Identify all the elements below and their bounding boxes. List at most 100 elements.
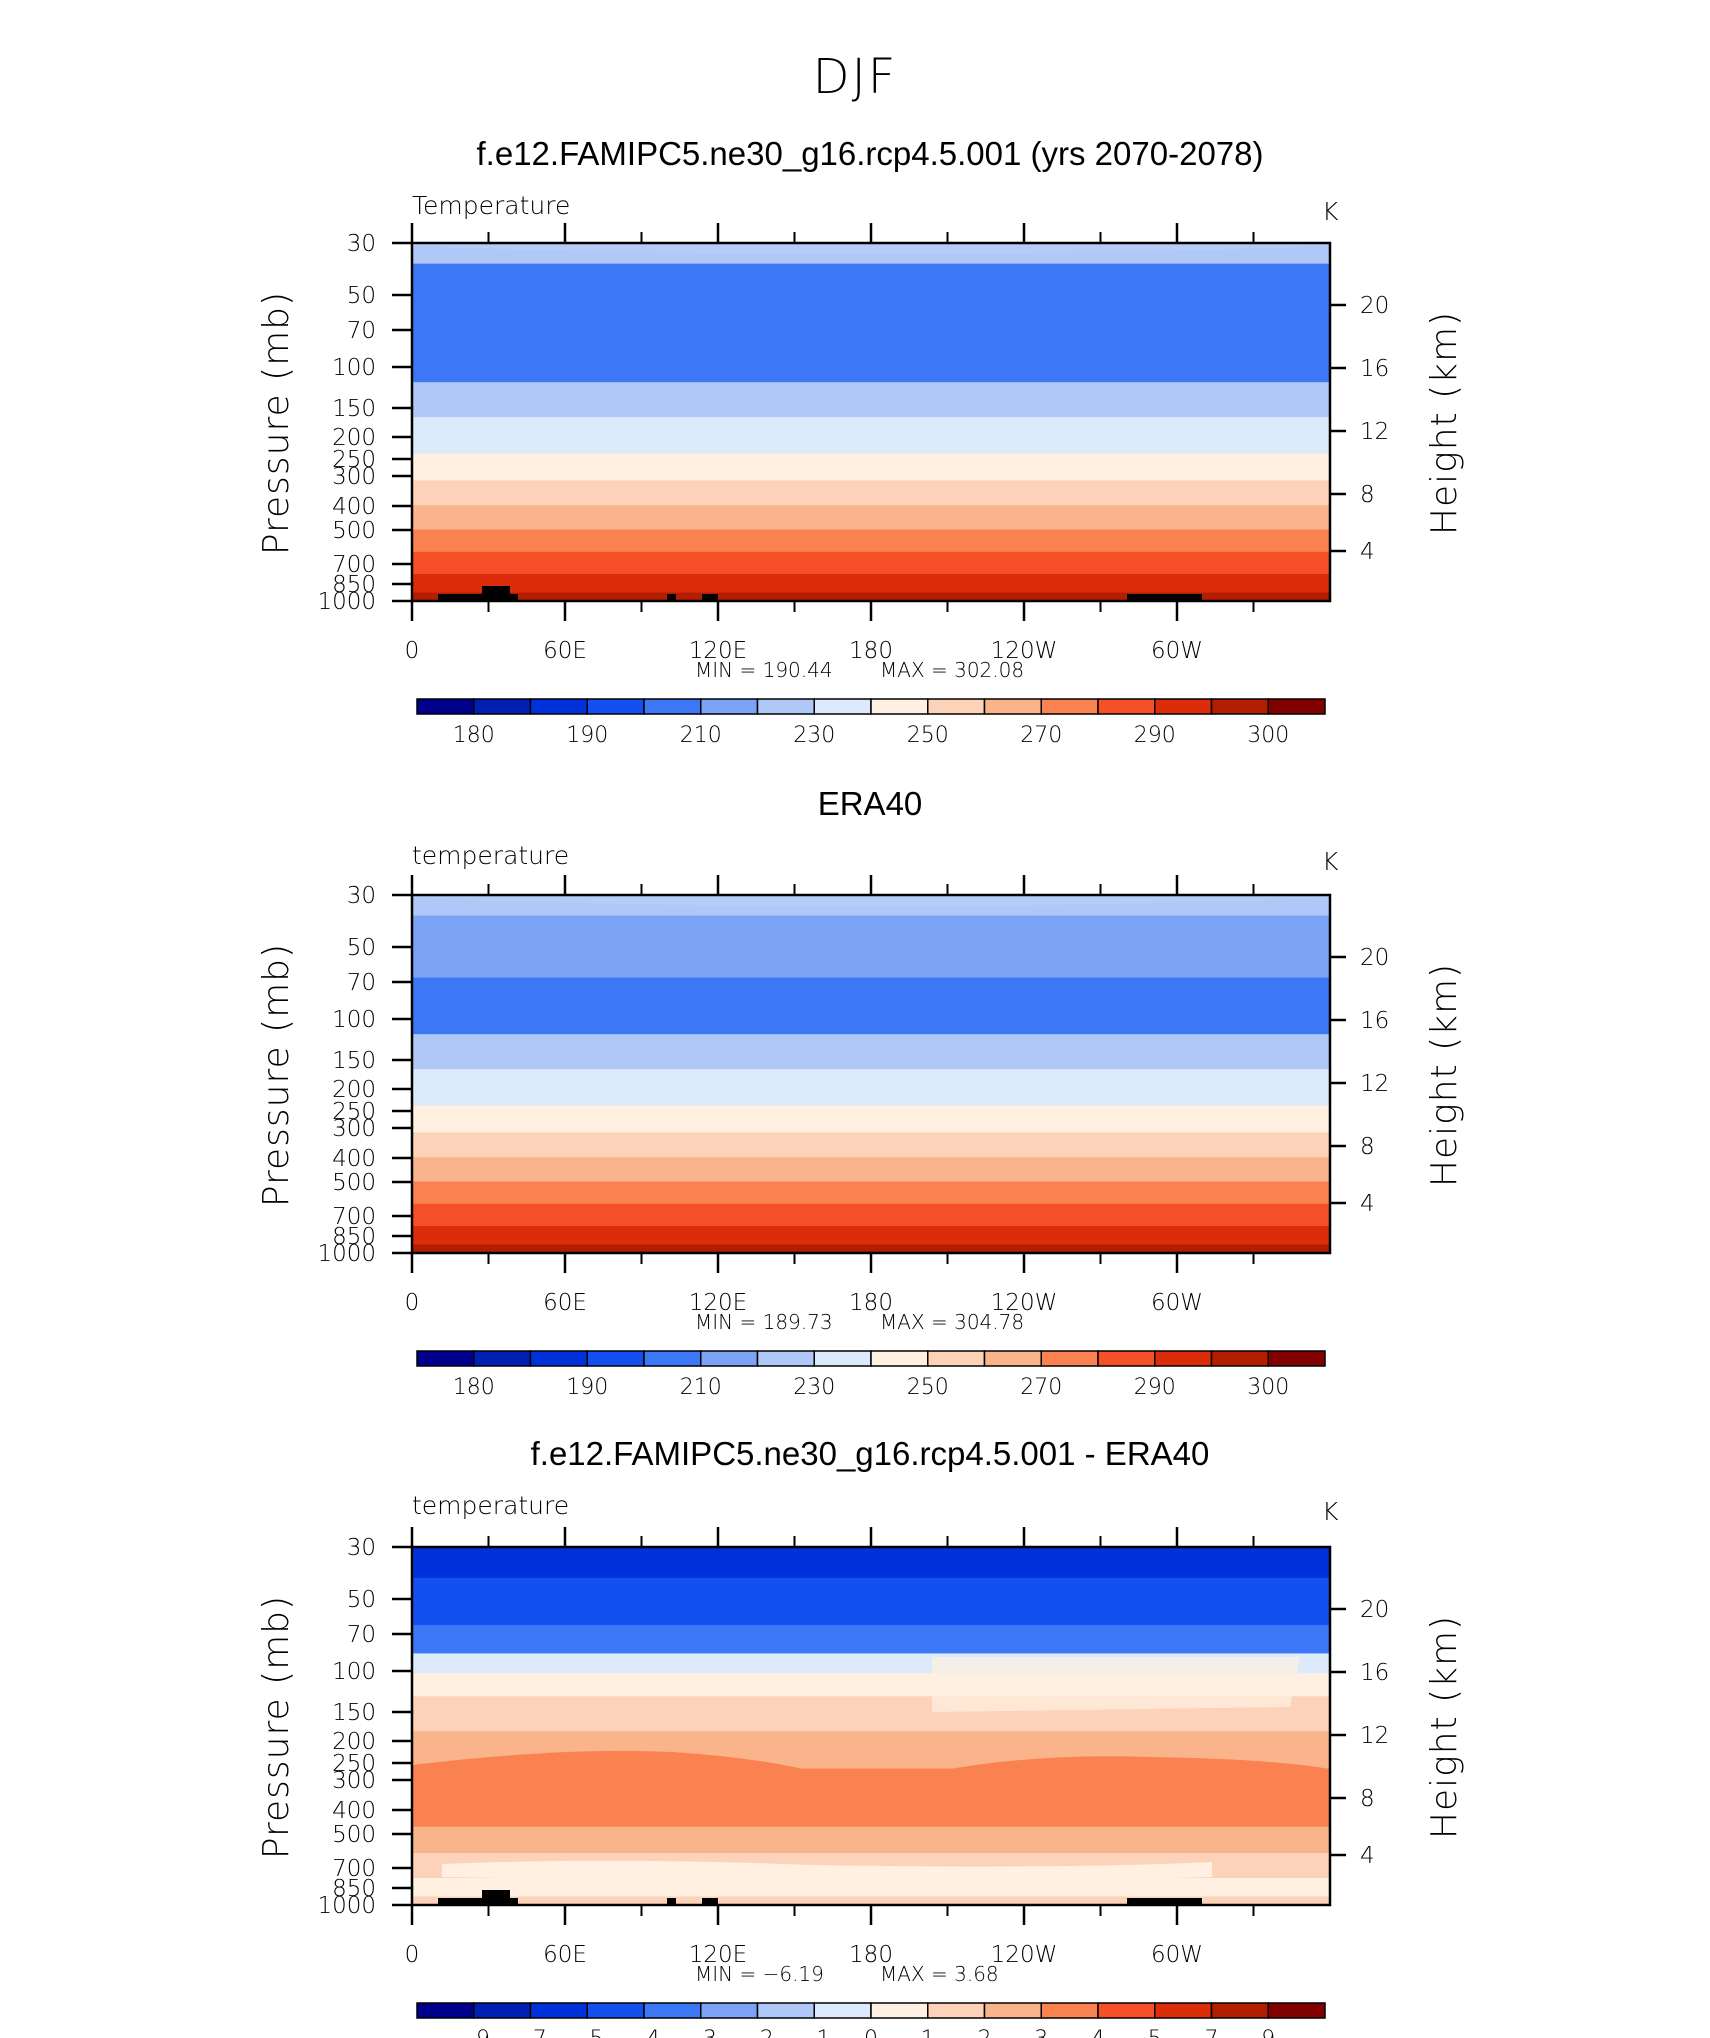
x-tick-label: 120E	[689, 1942, 747, 1968]
terrain-mask	[667, 594, 676, 601]
colorbar-swatch	[813, 698, 872, 715]
right-tick-label: 8	[1360, 1786, 1375, 1812]
colorbar-swatch	[870, 2002, 929, 2019]
colorbar-swatch	[1040, 698, 1099, 715]
colorbar-swatch	[1097, 698, 1156, 715]
right-tick-label: 12	[1360, 419, 1389, 445]
figure-title: DJF	[813, 49, 898, 105]
colorbar-swatch	[643, 1350, 702, 1367]
colorbar-label: 270	[1020, 723, 1062, 748]
contour-band	[412, 915, 1330, 979]
colorbar-label: 3	[1034, 2027, 1048, 2038]
colorbar-swatch	[756, 2002, 815, 2019]
contour-band	[412, 977, 1330, 1036]
colorbar-swatch	[1040, 1350, 1099, 1367]
contour-band	[412, 1244, 1330, 1254]
colorbar-swatch	[1040, 2002, 1099, 2019]
contour-band	[412, 1878, 1330, 1898]
right-tick-label: 4	[1360, 539, 1375, 565]
colorbar-label: 300	[1247, 723, 1289, 748]
colorbar-swatch	[586, 1350, 645, 1367]
anomaly-lobe	[932, 1657, 1300, 1712]
contour-band	[412, 1034, 1330, 1071]
x-tick-label: 120E	[689, 638, 747, 664]
y-tick-label: 1000	[317, 589, 376, 615]
y-tick-label: 30	[347, 1535, 376, 1561]
colorbar-swatch	[700, 2002, 759, 2019]
y-axis-title-right: Height (km)	[1424, 311, 1465, 535]
right-tick-label: 4	[1360, 1191, 1375, 1217]
x-tick-label: 120W	[991, 1942, 1058, 1968]
colorbar-label: 290	[1134, 1375, 1176, 1400]
y-tick-label: 100	[332, 1007, 376, 1033]
contour-band	[412, 325, 1330, 384]
y-tick-label: 300	[332, 1768, 376, 1794]
y-axis-title: Pressure (mb)	[256, 943, 297, 1207]
contour-band	[412, 243, 1330, 265]
min-label: MIN = −6.19	[695, 1962, 824, 1986]
band-undulation	[412, 895, 1330, 907]
colorbar-swatch	[643, 698, 702, 715]
right-tick-label: 8	[1360, 482, 1375, 508]
right-tick-label: 16	[1360, 1008, 1389, 1034]
colorbar-swatch	[473, 698, 532, 715]
terrain-mask	[482, 586, 510, 594]
colorbar-label: −4	[628, 2027, 660, 2038]
colorbar-label: 2	[978, 2027, 992, 2038]
y-tick-label: 30	[347, 883, 376, 909]
terrain-mask	[667, 1898, 676, 1905]
colorbar-swatch	[813, 2002, 872, 2019]
y-tick-label: 200	[332, 1729, 376, 1755]
contour-band	[412, 1181, 1330, 1205]
y-axis-title: Pressure (mb)	[256, 1595, 297, 1859]
colorbar-label: 0	[864, 2027, 878, 2038]
y-tick-label: 400	[332, 1146, 376, 1172]
colorbar-swatch	[1154, 2002, 1213, 2019]
colorbar-label: 180	[453, 1375, 495, 1400]
colorbar-label: 9	[1261, 2027, 1275, 2038]
terrain-mask	[482, 1890, 510, 1898]
colorbar-swatch	[1210, 1350, 1269, 1367]
colorbar-label: 5	[1148, 2027, 1162, 2038]
y-tick-label: 400	[332, 1798, 376, 1824]
colorbar-swatch	[983, 2002, 1042, 2019]
y-tick-label: 1000	[317, 1241, 376, 1267]
colorbar-label: −3	[685, 2027, 717, 2038]
y-tick-label: 700	[332, 1204, 376, 1230]
units-label: K	[1322, 1497, 1339, 1526]
x-tick-label: 60E	[543, 638, 587, 664]
y-tick-label: 250	[332, 447, 376, 473]
max-label: MAX = 3.68	[880, 1962, 999, 1986]
right-tick-label: 12	[1360, 1071, 1389, 1097]
colorbar-label: 7	[1205, 2027, 1219, 2038]
colorbar-swatch	[416, 698, 475, 715]
right-tick-label: 16	[1360, 1660, 1389, 1686]
right-tick-label: 8	[1360, 1134, 1375, 1160]
colorbar-label: 180	[453, 723, 495, 748]
y-tick-label: 70	[347, 1622, 376, 1648]
y-tick-label: 200	[332, 425, 376, 451]
colorbar-label: 230	[793, 723, 835, 748]
units-label: K	[1322, 847, 1339, 876]
right-tick-label: 20	[1360, 293, 1389, 319]
contour-band	[412, 263, 1330, 327]
variable-label: Temperature	[412, 191, 570, 220]
colorbar-label: 250	[907, 723, 949, 748]
colorbar-swatch	[870, 698, 929, 715]
panel-2: ERA40 temperature K 0 60E 120E 180 120W 60W 30 50 7…	[256, 785, 1465, 1400]
contour-band	[412, 480, 1330, 507]
terrain-mask	[702, 1898, 718, 1905]
y-tick-label: 250	[332, 1099, 376, 1125]
x-tick-label: 60E	[543, 1290, 587, 1316]
colorbar-label: 4	[1091, 2027, 1105, 2038]
right-tick-label: 4	[1360, 1843, 1375, 1869]
colorbar-label: 190	[566, 1375, 608, 1400]
x-tick-label: 60W	[1151, 1942, 1203, 1968]
y-tick-label: 400	[332, 494, 376, 520]
y-tick-label: 70	[347, 318, 376, 344]
colorbar-swatch	[529, 698, 588, 715]
x-tick-label: 120W	[991, 1290, 1058, 1316]
colorbar-swatch	[529, 2002, 588, 2019]
colorbar-label: 250	[907, 1375, 949, 1400]
